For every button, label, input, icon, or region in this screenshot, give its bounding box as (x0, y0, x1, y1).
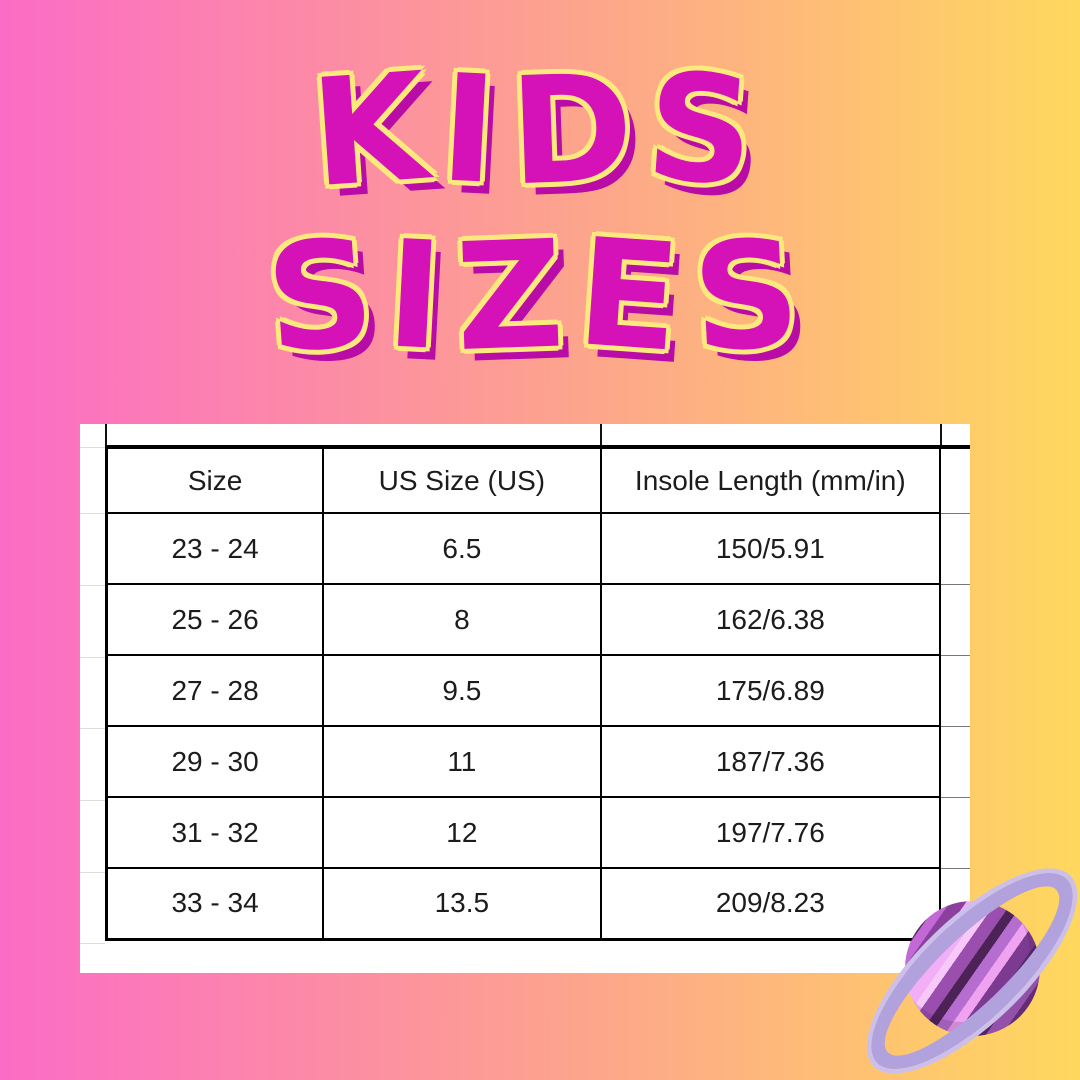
column-header-insole-length: Insole Length (mm/in) (599, 446, 942, 514)
table-row: 23 - 24 6.5 150/5.91 (105, 512, 970, 585)
insole-length-cell: 197/7.76 (599, 796, 942, 869)
cropped-cell (939, 446, 970, 514)
us-size-cell: 11 (322, 725, 602, 798)
grid-line (940, 424, 942, 445)
grid-line (80, 728, 105, 729)
size-cell: 29 - 30 (105, 725, 325, 798)
size-cell: 25 - 26 (105, 583, 325, 656)
us-size-cell: 12 (322, 796, 602, 869)
cropped-cell (939, 867, 970, 940)
grid-line (80, 800, 105, 801)
column-header-size: Size (105, 446, 325, 514)
grid-line (105, 424, 107, 445)
grid-line (80, 585, 105, 586)
title-line-kids: KIDS (306, 39, 774, 221)
table-row: 29 - 30 11 187/7.36 (105, 725, 970, 798)
cropped-cell (939, 654, 970, 727)
size-cell: 33 - 34 (105, 867, 325, 940)
insole-length-cell: 175/6.89 (599, 654, 942, 727)
us-size-cell: 6.5 (322, 512, 602, 585)
size-cell: 27 - 28 (105, 654, 325, 727)
table-row: 27 - 28 9.5 175/6.89 (105, 654, 970, 727)
insole-length-cell: 209/8.23 (599, 867, 942, 940)
cropped-cell (939, 512, 970, 585)
us-size-cell: 8 (322, 583, 602, 656)
grid-line (80, 447, 105, 448)
cropped-cell (939, 796, 970, 869)
grid-line (80, 943, 105, 944)
table-row: 31 - 32 12 197/7.76 (105, 796, 970, 869)
table-row: 33 - 34 13.5 209/8.23 (105, 867, 970, 940)
cropped-cell (939, 725, 970, 798)
grid-line (80, 657, 105, 658)
size-chart-card: Size US Size (US) Insole Length (mm/in) … (80, 424, 970, 973)
page-title: KIDS SIZES (0, 39, 1080, 386)
grid-line (80, 872, 105, 873)
us-size-cell: 9.5 (322, 654, 602, 727)
column-header-us-size: US Size (US) (322, 446, 602, 514)
cropped-cell (939, 583, 970, 656)
kids-size-table: Size US Size (US) Insole Length (mm/in) … (105, 445, 970, 941)
insole-length-cell: 150/5.91 (599, 512, 942, 585)
grid-line (80, 513, 105, 514)
insole-length-cell: 162/6.38 (599, 583, 942, 656)
size-cell: 23 - 24 (105, 512, 325, 585)
insole-length-cell: 187/7.36 (599, 725, 942, 798)
size-cell: 31 - 32 (105, 796, 325, 869)
title-line-sizes: SIZES (260, 205, 818, 386)
grid-line (600, 424, 602, 445)
table-row: 25 - 26 8 162/6.38 (105, 583, 970, 656)
table-header-row: Size US Size (US) Insole Length (mm/in) (105, 446, 970, 514)
us-size-cell: 13.5 (322, 867, 602, 940)
